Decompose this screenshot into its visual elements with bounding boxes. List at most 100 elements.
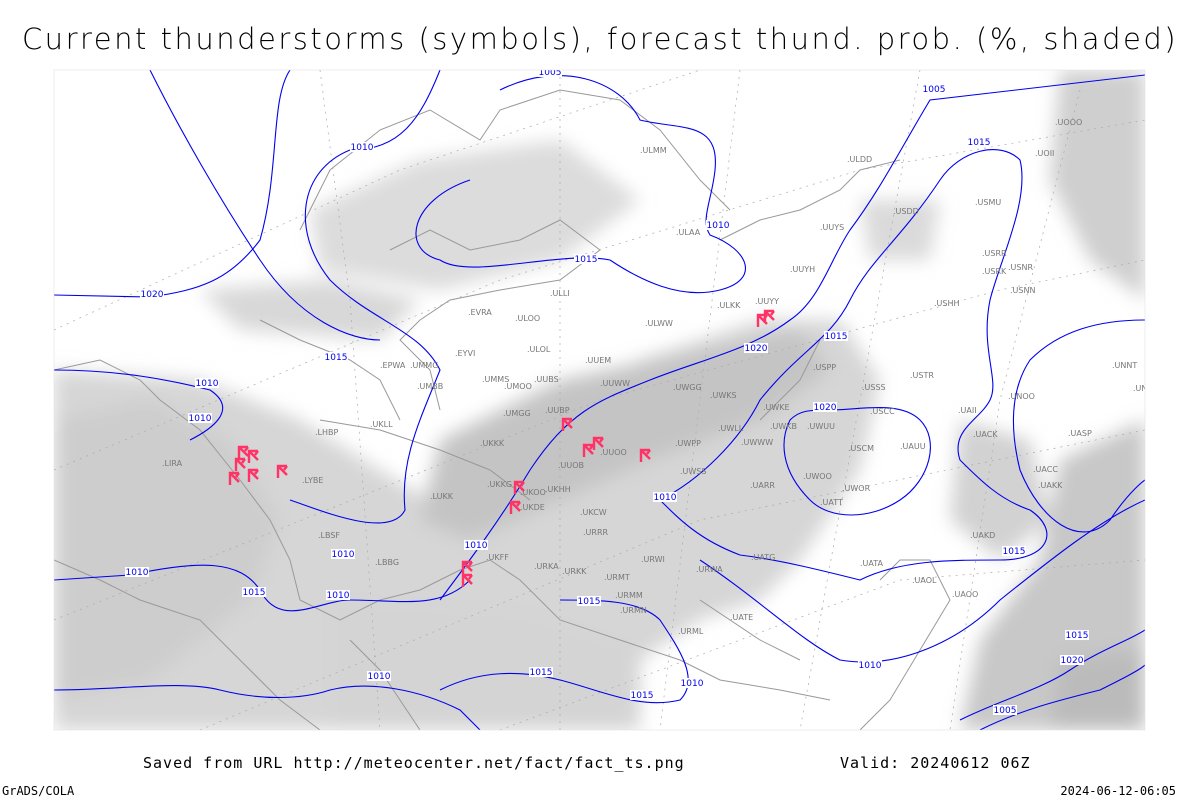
isobar-label: 1015	[574, 254, 598, 265]
station-label-usrr: .USRR	[982, 249, 1007, 258]
station-label-uaoo: .UAOO	[952, 590, 978, 599]
svg-text:1015: 1015	[578, 597, 601, 607]
svg-text:1010: 1010	[707, 221, 730, 231]
thunderstorm-icon	[247, 468, 259, 482]
station-label-eyvi: .EYVI	[455, 349, 475, 358]
saved-from-url: Saved from URL http://meteocenter.net/fa…	[143, 754, 685, 772]
station-label-unbb: .UNBB	[1133, 384, 1158, 393]
station-label-uwor: .UWOR	[842, 484, 871, 493]
svg-text:1020: 1020	[141, 290, 164, 300]
svg-text:1020: 1020	[814, 403, 837, 413]
svg-text:1010: 1010	[681, 679, 704, 689]
svg-text:1010: 1010	[465, 541, 488, 551]
isobar-labels: 1005 1010 1015 1005 1010 1015 1020 1015 1010 1020…	[125, 70, 1089, 716]
thunderstorm-icon	[228, 471, 240, 485]
station-label-uuww: .UUWW	[600, 379, 630, 388]
thunderstorm-icon	[509, 500, 521, 514]
probability-shading	[54, 70, 1145, 730]
station-label-uwww: .UWWW	[741, 438, 773, 447]
isobar-label: 1010	[367, 671, 391, 682]
thunderstorm-icon	[237, 445, 249, 459]
isobar-label: 1010	[331, 549, 355, 560]
station-label-ummg: .UMMG	[410, 361, 438, 370]
station-label-usss: .USSS	[862, 383, 886, 392]
station-label-usnr: .USNR	[1008, 263, 1033, 272]
station-label-uakd: .UAKD	[970, 531, 995, 540]
station-label-uwke: .UWKE	[763, 403, 790, 412]
station-label-uatt: .UATT	[820, 498, 843, 507]
station-label-uata: .UATA	[860, 559, 884, 568]
station-label-urwi: .URWI	[641, 555, 665, 564]
isobar-label: 1015	[577, 596, 601, 607]
station-label-uubp: .UUBP	[545, 406, 570, 415]
coastlines-borders	[54, 89, 951, 730]
station-label-uack: .UACK	[973, 430, 998, 439]
isobars	[54, 70, 1145, 730]
svg-text:1015: 1015	[325, 353, 348, 363]
station-label-urkk: .URKK	[562, 567, 587, 576]
station-label-uscm: .USCM	[848, 444, 874, 453]
isobar-label: 1005	[922, 84, 946, 95]
station-label-uwks: .UWKS	[710, 391, 737, 400]
isobar-label: 1005	[538, 70, 562, 78]
station-label-uacc: .UACC	[1033, 465, 1058, 474]
station-label-lira: .LIRA	[162, 459, 183, 468]
station-label-ulaa: .ULAA	[676, 228, 701, 237]
svg-text:1015: 1015	[825, 332, 848, 342]
svg-text:1015: 1015	[1003, 547, 1026, 557]
thunderstorm-icon	[639, 448, 651, 462]
thunderstorm-icon	[592, 436, 604, 450]
station-label-umbb: .UMBB	[417, 382, 443, 391]
station-label-uuem: .UUEM	[585, 356, 611, 365]
map-frame	[53, 69, 1146, 731]
isobar-label: 1015	[1002, 546, 1026, 557]
thunderstorm-icon	[247, 449, 259, 463]
thunderstorm-icon	[461, 573, 473, 587]
map-title: Current thunderstorms (symbols), forecas…	[21, 22, 1179, 56]
station-label-uuob: .UUOB	[558, 461, 584, 470]
station-label-usrk: .USRK	[982, 267, 1007, 276]
isobar-label: 1010	[195, 378, 219, 389]
station-label-ulkk: .ULKK	[717, 301, 741, 310]
station-label-ulww: .ULWW	[645, 319, 673, 328]
station-label-lukk: .LUKK	[430, 492, 454, 501]
station-label-urmn: .URMN	[620, 606, 647, 615]
station-label-uubs: .UUBS	[534, 375, 559, 384]
thunderstorm-icon	[561, 417, 573, 431]
svg-text:1015: 1015	[243, 588, 266, 598]
svg-text:1010: 1010	[126, 568, 149, 578]
station-label-umms: .UMMS	[482, 375, 509, 384]
station-label-urmt: .URMT	[604, 573, 630, 582]
station-label-ukkg: .UKKG	[487, 480, 512, 489]
isobar-label: 1010	[858, 660, 882, 671]
isobar-label: 1015	[529, 667, 553, 678]
station-labels: .ULMM .ULAA .ULOL .UUEM .UUWW .UWGG .UWKS .UMMS…	[162, 118, 1158, 636]
station-label-uasp: .UASP	[1068, 429, 1092, 438]
station-label-uauu: .UAUU	[900, 442, 926, 451]
svg-text:1015: 1015	[968, 138, 991, 148]
isobar-label: 1010	[464, 540, 488, 551]
thunderstorm-icon	[276, 464, 288, 478]
isobar-label: 1010	[706, 220, 730, 231]
station-label-uate: .UATE	[730, 613, 753, 622]
isobar-label: 1015	[824, 331, 848, 342]
station-label-uwoo: .UWOO	[803, 472, 832, 481]
station-label-ukde: .UKDE	[520, 503, 545, 512]
svg-text:1010: 1010	[654, 493, 677, 503]
isobar-label: 1010	[350, 142, 374, 153]
thunderstorm-icon	[582, 443, 594, 457]
thunderstorm-icon	[513, 480, 525, 494]
station-label-uuoo: .UUOO	[600, 448, 627, 457]
software-credit: GrADS/COLA	[2, 784, 75, 798]
station-label-unnt: .UNNT	[1112, 361, 1137, 370]
svg-text:1010: 1010	[189, 414, 212, 424]
isobar-label: 1010	[653, 492, 677, 503]
station-label-uwuu: .UWUU	[807, 422, 835, 431]
svg-text:1010: 1010	[327, 591, 350, 601]
station-label-uloo: .ULOO	[515, 314, 540, 323]
station-label-ulli: .ULLI	[550, 289, 570, 298]
station-label-ukhh: .UKHH	[545, 485, 571, 494]
station-label-ustr: .USTR	[910, 371, 934, 380]
station-label-lbbg: .LBBG	[375, 558, 399, 567]
isobar-label: 1020	[744, 343, 768, 354]
